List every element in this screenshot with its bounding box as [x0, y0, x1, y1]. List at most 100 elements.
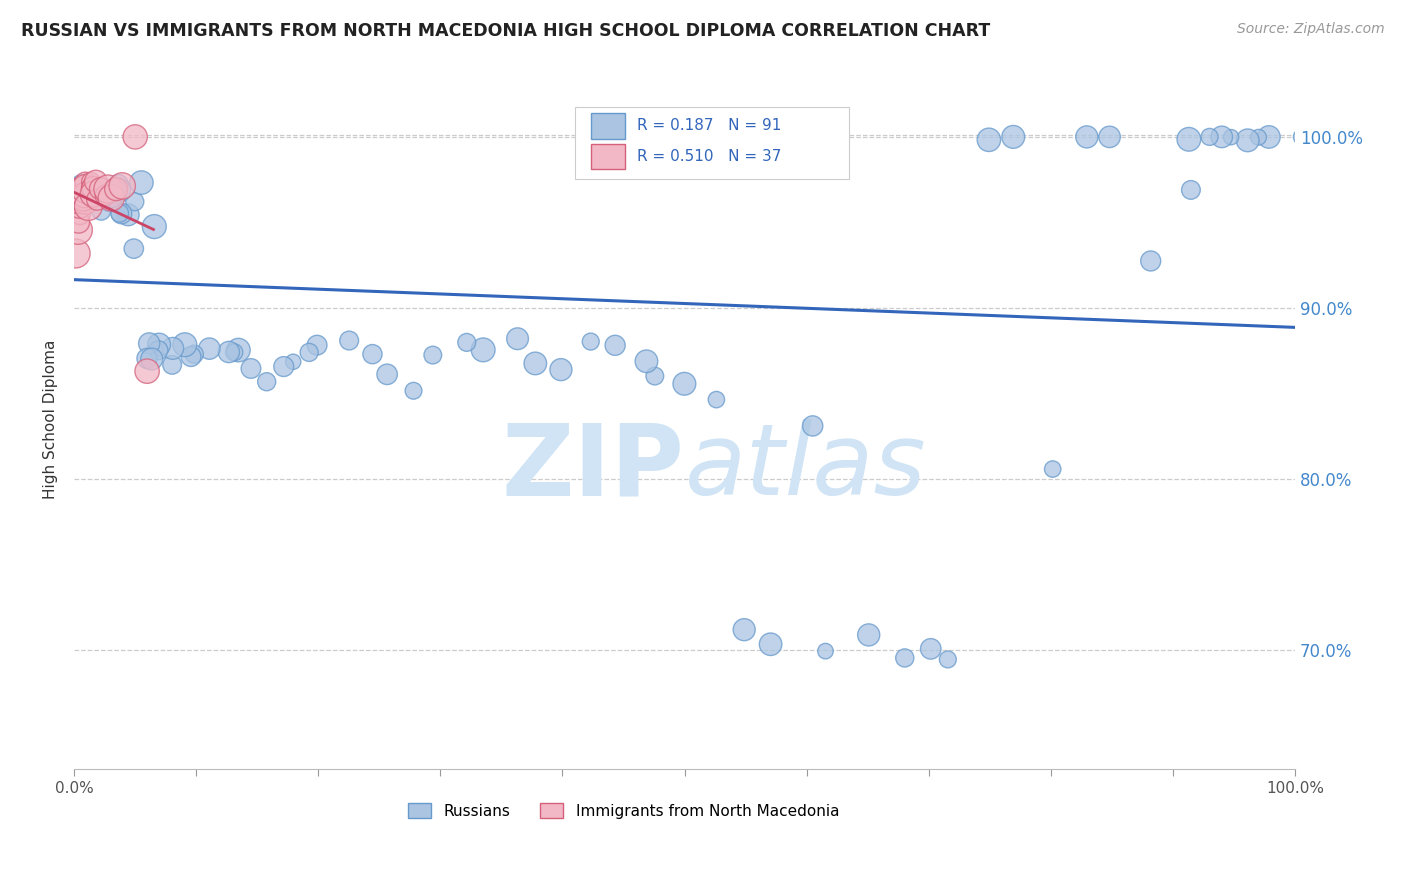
Point	[77, 199, 100, 213]
Point	[307, 338, 329, 352]
Point	[80, 181, 103, 195]
Text: R = 0.510   N = 37: R = 0.510 N = 37	[637, 149, 782, 164]
Point	[100, 191, 122, 205]
Point	[80, 188, 103, 202]
Text: ZIP: ZIP	[502, 419, 685, 516]
Point	[337, 334, 360, 348]
Point	[117, 208, 139, 222]
Point	[977, 133, 1000, 147]
Point	[77, 190, 100, 204]
Point	[69, 207, 91, 221]
Point	[1198, 129, 1220, 144]
Point	[218, 345, 240, 359]
Point	[108, 184, 131, 198]
Point	[69, 185, 91, 199]
Point	[76, 184, 98, 198]
Point	[894, 651, 917, 665]
Point	[75, 190, 97, 204]
Point	[108, 206, 131, 220]
Point	[98, 188, 121, 202]
Point	[73, 192, 96, 206]
Point	[143, 219, 166, 234]
Point	[100, 189, 122, 203]
Point	[70, 186, 93, 201]
Point	[124, 194, 146, 209]
Point	[141, 351, 163, 366]
Point	[198, 342, 221, 356]
Point	[97, 182, 120, 196]
Point	[422, 348, 444, 362]
Point	[87, 186, 110, 200]
Point	[75, 194, 97, 208]
Point	[82, 181, 104, 195]
Point	[66, 223, 89, 237]
Point	[89, 181, 111, 195]
Point	[110, 206, 132, 220]
Point	[94, 188, 117, 202]
Point	[80, 175, 103, 189]
Point	[456, 335, 478, 350]
Point	[550, 362, 572, 376]
Point	[920, 641, 942, 656]
Point	[605, 338, 627, 352]
Point	[75, 182, 97, 196]
Point	[361, 347, 384, 361]
FancyBboxPatch shape	[591, 113, 624, 138]
Point	[160, 358, 183, 372]
Point	[73, 188, 96, 202]
Point	[72, 192, 94, 206]
Point	[644, 369, 666, 384]
Point	[1289, 129, 1312, 144]
Text: RUSSIAN VS IMMIGRANTS FROM NORTH MACEDONIA HIGH SCHOOL DIPLOMA CORRELATION CHART: RUSSIAN VS IMMIGRANTS FROM NORTH MACEDON…	[21, 22, 990, 40]
Point	[72, 203, 94, 218]
Point	[1098, 129, 1121, 144]
Point	[65, 182, 87, 196]
Point	[228, 343, 250, 357]
Point	[90, 203, 112, 218]
Point	[67, 193, 90, 207]
Point	[673, 376, 696, 391]
Point	[183, 347, 205, 361]
Point	[105, 182, 128, 196]
Point	[472, 343, 495, 357]
Point	[105, 182, 128, 196]
Point	[73, 187, 96, 202]
Point	[138, 336, 160, 351]
Text: R = 0.187   N = 91: R = 0.187 N = 91	[637, 119, 782, 134]
Point	[162, 342, 184, 356]
Point	[759, 637, 782, 651]
Point	[90, 182, 112, 196]
Point	[72, 194, 94, 209]
Point	[65, 246, 87, 260]
Point	[75, 175, 97, 189]
Point	[87, 185, 110, 199]
FancyBboxPatch shape	[591, 145, 624, 169]
Point	[524, 356, 547, 370]
Point	[240, 361, 263, 376]
Point	[96, 186, 118, 200]
Point	[86, 193, 108, 207]
Point	[402, 384, 425, 398]
Point	[70, 179, 93, 194]
Y-axis label: High School Diploma: High School Diploma	[44, 339, 58, 499]
Point	[375, 368, 398, 382]
Point	[180, 350, 202, 364]
Legend: Russians, Immigrants from North Macedonia: Russians, Immigrants from North Macedoni…	[402, 797, 845, 825]
FancyBboxPatch shape	[575, 107, 849, 178]
Point	[72, 194, 94, 208]
Point	[93, 186, 115, 200]
Point	[1002, 129, 1025, 144]
Point	[506, 332, 529, 346]
Point	[67, 198, 90, 212]
Point	[858, 628, 880, 642]
Point	[733, 623, 755, 637]
Point	[298, 345, 321, 359]
Point	[1220, 130, 1243, 145]
Point	[69, 188, 91, 202]
Point	[1211, 129, 1233, 144]
Point	[1257, 130, 1279, 145]
Point	[82, 187, 104, 202]
Point	[67, 215, 90, 229]
Text: atlas: atlas	[685, 419, 927, 516]
Point	[124, 129, 146, 144]
